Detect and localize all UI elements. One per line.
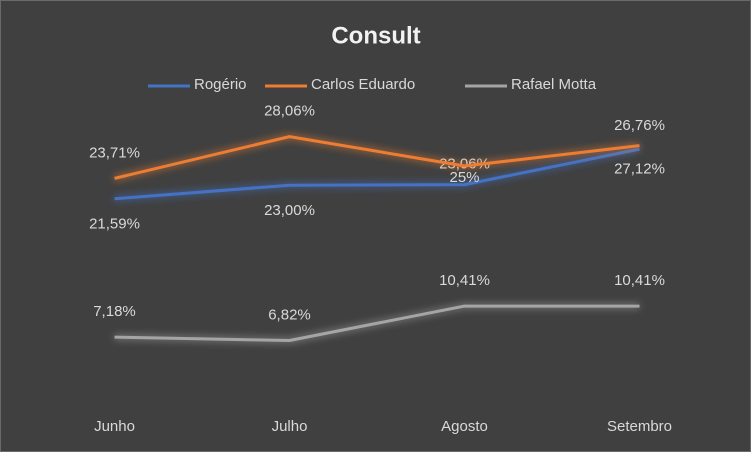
- data-label: 23,71%: [89, 144, 140, 161]
- data-label: 27,12%: [614, 161, 665, 178]
- legend-label: Rogério: [194, 76, 247, 93]
- x-tick-label: Junho: [94, 418, 135, 435]
- data-label: 23,06%: [439, 156, 490, 173]
- legend-label: Rafael Motta: [511, 76, 597, 93]
- legend-label: Carlos Eduardo: [311, 76, 415, 93]
- x-tick-label: Julho: [272, 418, 308, 435]
- data-label: 25%: [449, 169, 479, 186]
- chart-title: Consult: [331, 22, 420, 49]
- data-label: 10,41%: [614, 272, 665, 289]
- data-label: 10,41%: [439, 272, 490, 289]
- data-label: 7,18%: [93, 303, 136, 320]
- series-line: [114, 147, 640, 201]
- data-label: 6,82%: [268, 306, 311, 323]
- data-label: 21,59%: [89, 216, 140, 233]
- data-label: 28,06%: [264, 103, 315, 120]
- x-tick-label: Setembro: [607, 418, 672, 435]
- series-line: [114, 135, 640, 180]
- data-label: 26,76%: [614, 117, 665, 134]
- series-line: [114, 304, 640, 343]
- x-tick-label: Agosto: [441, 418, 488, 435]
- data-label: 23,00%: [264, 202, 315, 219]
